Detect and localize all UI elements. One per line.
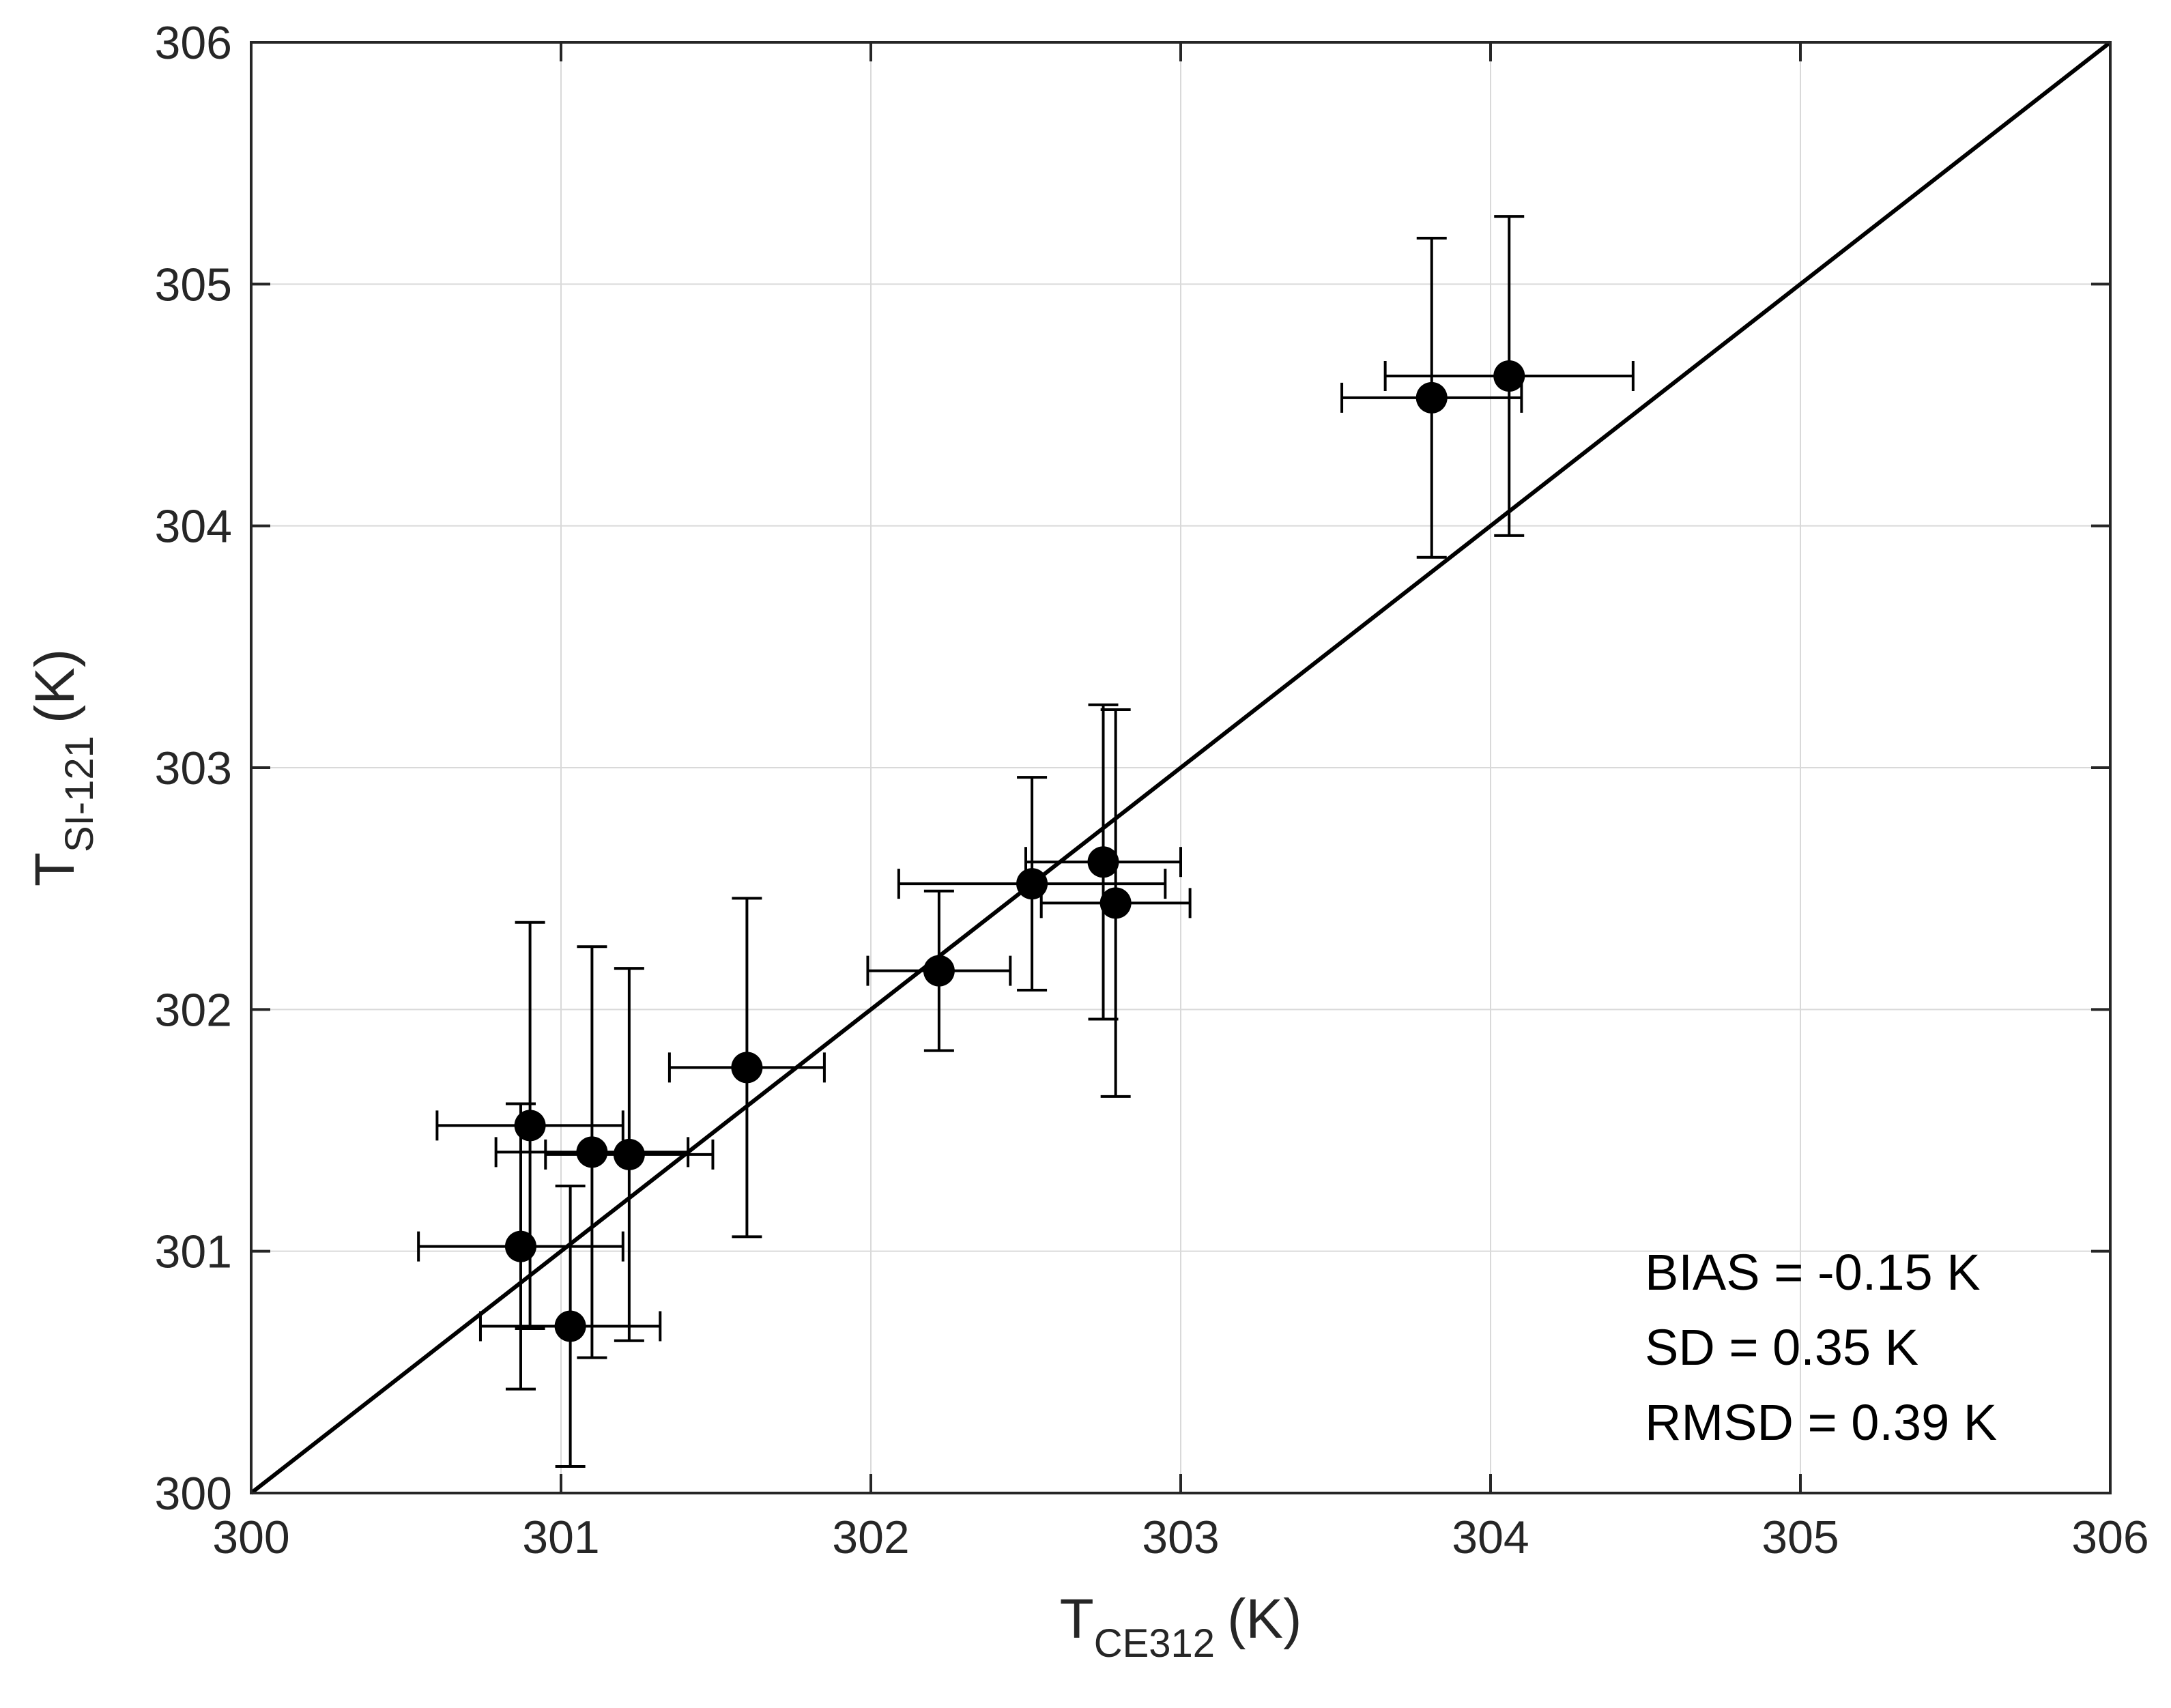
data-point-7: [1016, 868, 1048, 900]
y-tick-label-5: 305: [155, 259, 232, 310]
reference-line-group: [250, 40, 2112, 1495]
data-point-9: [1099, 887, 1132, 919]
data-point-10: [1415, 381, 1448, 414]
data-point-3: [576, 1136, 608, 1168]
data-point-5: [731, 1052, 763, 1084]
x-tick-label-4: 304: [1452, 1511, 1529, 1563]
data-points: [504, 360, 1525, 1342]
data-point-6: [923, 955, 955, 987]
y-axis-label-unit: (K): [24, 649, 86, 723]
x-axis-label-unit: (K): [1227, 1588, 1302, 1650]
y-tick-label-2: 302: [155, 984, 232, 1036]
y-tick-label-6: 306: [155, 17, 232, 69]
data-point-0: [504, 1230, 536, 1262]
data-point-8: [1087, 846, 1119, 878]
x-axis-label-main: T: [1060, 1588, 1094, 1650]
stat-sd: SD = 0.35 K: [1645, 1319, 1918, 1376]
y-axis-label: TSI-121 (K): [24, 649, 102, 886]
y-axis-label-main: T: [24, 852, 86, 886]
x-axis-label-subscript: CE312: [1094, 1621, 1215, 1666]
x-tick-label-5: 305: [1762, 1511, 1839, 1563]
x-tick-label-2: 302: [832, 1511, 909, 1563]
stat-rmsd: RMSD = 0.39 K: [1645, 1394, 1997, 1451]
y-axis-label-subscript: SI-121: [57, 736, 102, 852]
reference-line: [250, 40, 2112, 1495]
x-tick-label-3: 303: [1142, 1511, 1219, 1563]
y-tick-label-3: 303: [155, 742, 232, 794]
data-point-11: [1493, 360, 1525, 392]
data-point-4: [613, 1138, 645, 1170]
stat-bias: BIAS = -0.15 K: [1645, 1244, 1981, 1301]
y-tick-label-0: 300: [155, 1468, 232, 1520]
x-tick-label-0: 300: [212, 1511, 289, 1563]
x-tick-label-1: 301: [522, 1511, 599, 1563]
data-point-1: [514, 1110, 546, 1142]
x-axis-label: TCE312 (K): [1060, 1588, 1302, 1666]
statistics-annotation: BIAS = -0.15 K SD = 0.35 K RMSD = 0.39 K: [1645, 1244, 1997, 1451]
data-point-2: [554, 1310, 586, 1342]
y-tick-label-1: 301: [155, 1226, 232, 1278]
x-tick-label-6: 306: [2071, 1511, 2148, 1563]
axes: [250, 41, 2112, 1494]
y-tick-label-4: 304: [155, 501, 232, 553]
tick-labels: 300 301 302 303 304 305 306 300 301 302 303 304 305 3…: [155, 17, 2149, 1563]
